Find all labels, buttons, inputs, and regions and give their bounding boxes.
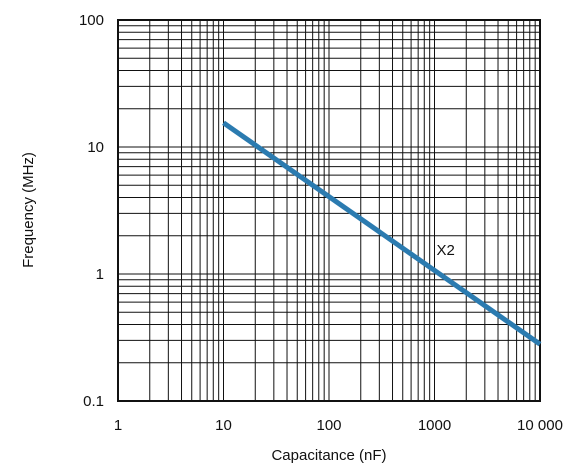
x-axis-title: Capacitance (nF) [271,447,386,464]
grid [117,19,541,402]
x-tick-label: 1 [114,417,122,434]
y-axis-title: Frequency (MHz) [20,152,37,268]
x-tick-label: 100 [316,417,341,434]
y-tick-label: 100 [79,12,104,29]
y-tick-label: 1 [96,266,104,283]
plot-frame [117,19,541,402]
x-axis-ticks: 1 10 100 1000 10 000 [114,417,563,434]
y-axis-ticks: 0.1 1 10 100 [79,12,104,410]
y-tick-label: 0.1 [83,393,104,410]
x-tick-label: 10 [215,417,232,434]
x-tick-label: 1000 [418,417,451,434]
series-line-x2 [222,120,542,347]
x-tick-label: 10 000 [517,417,563,434]
series-layer [222,120,542,347]
series-label-x2: X2 [437,242,455,259]
y-tick-label: 10 [87,139,104,156]
